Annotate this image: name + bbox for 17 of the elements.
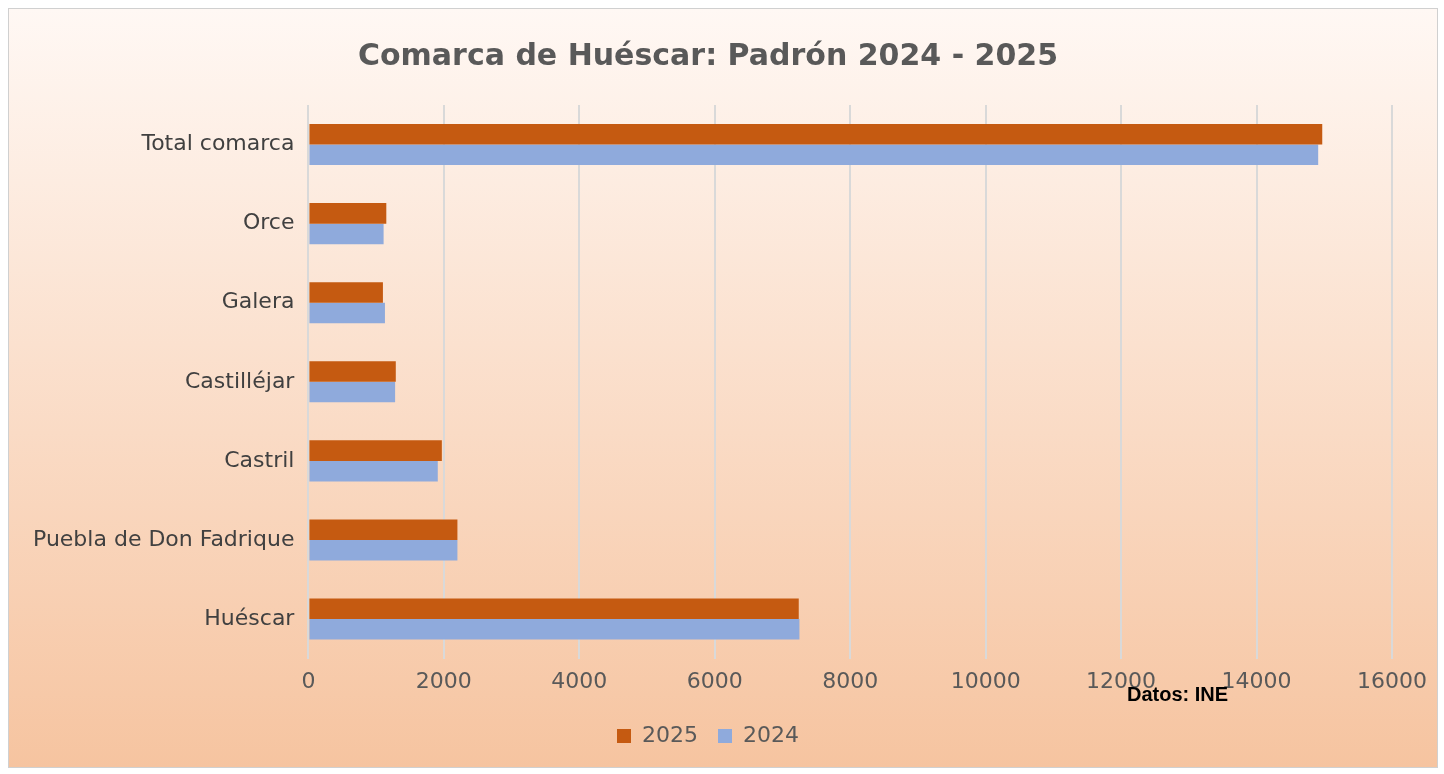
y-tick-label: Orce	[242, 209, 295, 235]
y-tick-label: Castril	[224, 446, 295, 472]
x-tick-label: 10000	[950, 667, 1021, 693]
y-tick-label: Total comarca	[140, 130, 295, 156]
y-tick-label: Galera	[221, 288, 295, 314]
y-tick-label: Puebla de Don Fadrique	[33, 525, 295, 551]
legend-label: 2025	[642, 721, 699, 747]
x-tick-label: 8000	[822, 667, 879, 693]
y-tick-label: Huéscar	[204, 604, 296, 630]
x-tick-label: 2000	[415, 667, 472, 693]
legend-label: 2024	[743, 721, 799, 747]
chart-title: Comarca de Huéscar: Padrón 2024 - 2025	[357, 36, 1059, 72]
x-tick-label: 0	[301, 667, 316, 693]
x-tick-label: 6000	[686, 667, 743, 693]
x-tick-label: 4000	[551, 667, 608, 693]
x-tick-label: 16000	[1357, 667, 1428, 693]
y-tick-label: Castilléjar	[184, 367, 296, 393]
